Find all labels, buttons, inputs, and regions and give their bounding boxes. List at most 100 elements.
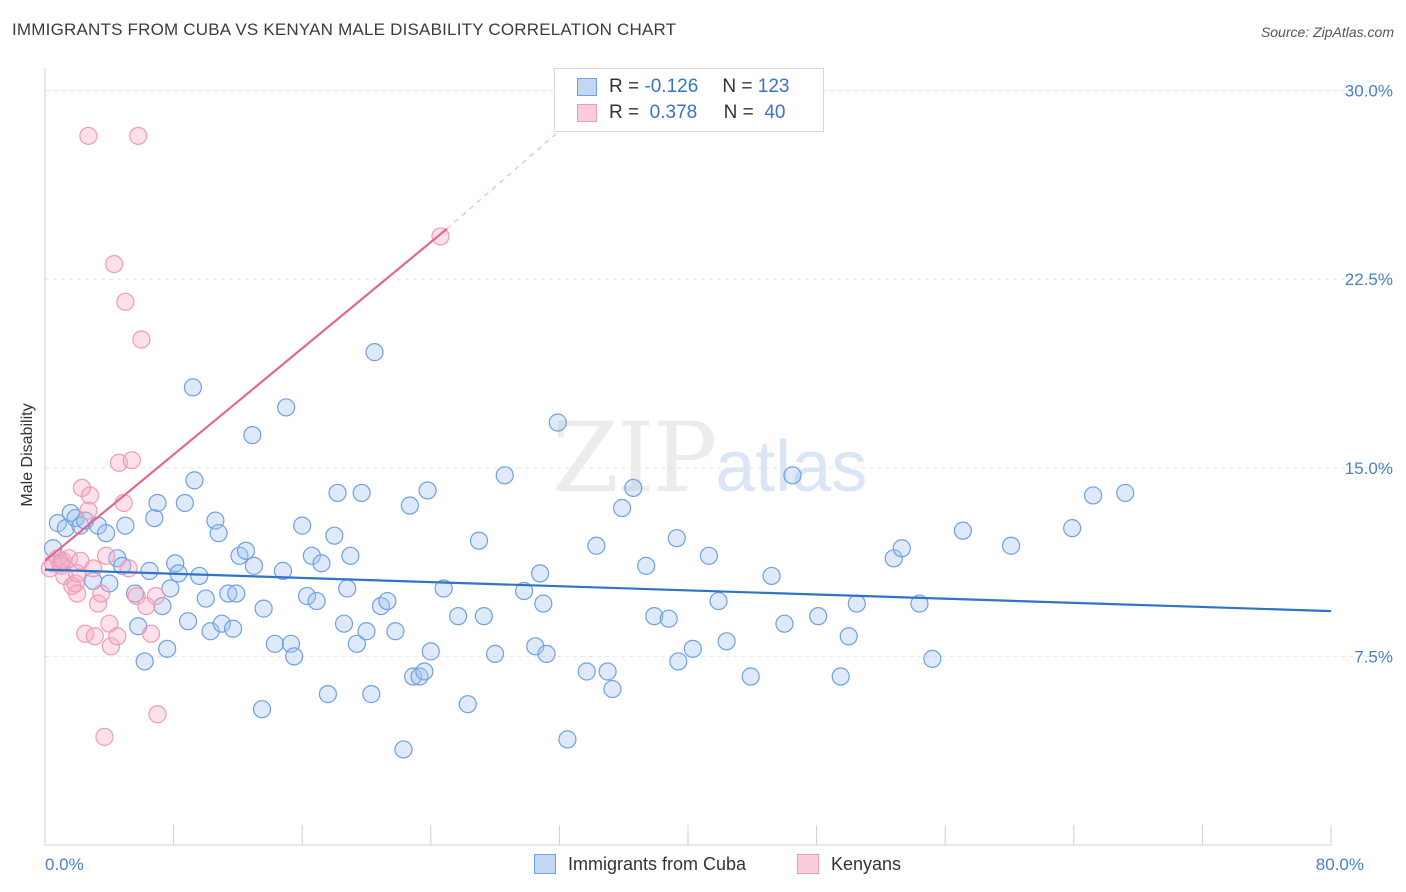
cuba-point-77 (449, 607, 468, 626)
cuba-point-70 (400, 496, 420, 515)
kenya-point-15 (85, 627, 104, 646)
kenya-point-18 (95, 727, 114, 746)
legend-swatch-kenya (577, 104, 597, 122)
cuba-point-117 (953, 521, 972, 540)
kenya-point-36 (79, 126, 98, 145)
cuba-point-103 (709, 591, 728, 611)
kenya-point-13 (80, 486, 100, 505)
legend-n-label: N = (722, 76, 753, 97)
kenya-point-28 (122, 451, 141, 470)
cuba-point-102 (699, 546, 718, 565)
cuba-point-21 (153, 596, 172, 616)
kenya-trend-line (44, 228, 448, 562)
cuba-point-81 (486, 644, 505, 663)
cuba-point-67 (378, 591, 397, 611)
legend-swatch-cuba (577, 78, 597, 96)
cuba-point-96 (637, 556, 656, 575)
cuba-point-120 (1083, 486, 1103, 505)
kenya-point-21 (101, 637, 121, 656)
cuba-point-53 (307, 591, 326, 611)
legend-r-value-cuba: -0.126 (644, 76, 699, 97)
cuba-point-38 (227, 584, 246, 603)
cuba-point-89 (558, 730, 577, 749)
cuba-point-100 (669, 652, 688, 671)
cuba-point-40 (236, 541, 256, 560)
cuba-point-115 (910, 594, 929, 613)
y-tick-label-3: 30.0% (1345, 82, 1393, 101)
cuba-point-68 (386, 622, 405, 641)
cuba-point-110 (831, 667, 850, 686)
cuba-point-4 (61, 503, 80, 523)
cuba-point-112 (847, 594, 866, 613)
cuba-point-35 (212, 614, 231, 633)
cuba-point-44 (254, 599, 273, 618)
cuba-point-108 (783, 466, 802, 485)
cuba-point-65 (365, 343, 384, 362)
cuba-point-109 (809, 607, 828, 626)
kenya-point-19 (96, 546, 116, 565)
cuba-trend-line (44, 568, 1332, 613)
cuba-point-118 (1002, 536, 1021, 555)
bottom-legend-kenya: Kenyans (797, 852, 901, 876)
cuba-point-57 (328, 483, 347, 503)
cuba-point-47 (277, 398, 296, 417)
cuba-point-10 (96, 524, 116, 543)
kenya-point-30 (129, 126, 148, 145)
cuba-point-75 (421, 642, 440, 661)
cuba-point-42 (244, 556, 264, 575)
cuba-point-111 (839, 627, 858, 646)
cuba-point-54 (312, 554, 331, 573)
cuba-point-17 (135, 652, 154, 671)
cuba-point-30 (190, 566, 209, 586)
x-tick-label-1: 80.0% (1316, 855, 1364, 874)
kenya-point-39 (68, 564, 87, 583)
cuba-point-93 (603, 679, 622, 699)
cuba-point-31 (196, 589, 215, 608)
cuba-point-58 (334, 614, 354, 633)
kenya-trend-extension (446, 130, 560, 230)
chart-title: IMMIGRANTS FROM CUBA VS KENYAN MALE DISA… (12, 20, 677, 39)
y-tick-label-1: 15.0% (1345, 459, 1393, 478)
bottom-legend-label-kenya: Kenyans (831, 853, 902, 874)
cuba-point-50 (293, 516, 312, 535)
cuba-point-86 (534, 594, 553, 613)
cuba-point-107 (775, 614, 794, 633)
cuba-point-94 (612, 498, 632, 518)
cuba-point-88 (548, 413, 567, 432)
cuba-point-41 (243, 425, 262, 445)
legend-r-label: R = (609, 102, 640, 123)
cuba-point-99 (667, 529, 686, 548)
cuba-point-121 (1116, 483, 1135, 503)
cuba-point-74 (418, 481, 437, 500)
kenya-point-22 (105, 254, 124, 274)
kenya-point-33 (141, 624, 161, 643)
cuba-point-95 (624, 478, 643, 498)
kenya-point-38 (53, 551, 72, 570)
cuba-point-43 (252, 700, 272, 719)
kenya-point-23 (108, 627, 127, 646)
cuba-point-61 (347, 634, 366, 653)
cuba-point-34 (209, 524, 228, 543)
cuba-point-78 (458, 695, 477, 714)
cuba-point-105 (741, 667, 760, 686)
cuba-point-114 (892, 539, 911, 558)
kenya-point-37 (431, 227, 450, 246)
kenya-point-12 (79, 501, 98, 520)
cuba-point-82 (495, 466, 514, 485)
source-label: Source: ZipAtlas.com (1260, 24, 1394, 40)
legend-row-cuba: R = -0.126 N = 123 (577, 75, 789, 99)
legend-n-value-kenya: 40 (764, 102, 786, 123)
cuba-point-29 (185, 471, 204, 490)
bottom-legend-swatch-kenya (797, 854, 819, 874)
cuba-point-116 (923, 649, 942, 669)
cuba-point-56 (325, 526, 344, 545)
cuba-point-72 (410, 667, 429, 686)
cuba-point-60 (341, 546, 360, 565)
cuba-point-14 (116, 516, 135, 535)
kenya-point-8 (68, 584, 87, 603)
y-tick-label-0: 7.5% (1354, 647, 1393, 666)
watermark-zip: ZIP (552, 402, 717, 514)
cuba-point-97 (645, 607, 664, 626)
watermark: ZIPatlas (552, 402, 867, 514)
